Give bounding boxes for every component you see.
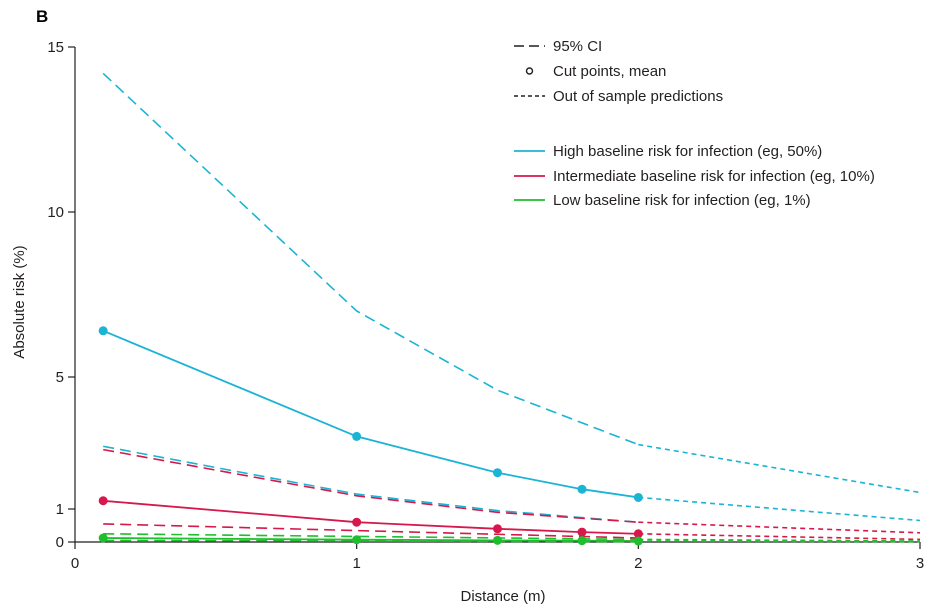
cut-point-marker xyxy=(633,492,643,502)
out-of-sample-mean-line xyxy=(638,540,921,543)
y-axis-title: Absolute risk (%) xyxy=(11,245,28,358)
legend-series-label: Intermediate baseline risk for infection… xyxy=(553,168,875,185)
out-of-sample-upper-line xyxy=(638,521,921,534)
cut-point-marker xyxy=(577,484,587,494)
mean-line xyxy=(102,329,639,499)
x-axis-title: Distance (m) xyxy=(460,588,545,605)
legend-style-label: Out of sample predictions xyxy=(553,88,723,105)
y-tick-label: 0 xyxy=(56,534,64,551)
cut-point-marker xyxy=(352,535,362,545)
out-of-sample-mean-line xyxy=(638,496,921,522)
series-intermediate xyxy=(98,448,921,541)
cut-point-marker xyxy=(633,536,643,546)
series-high xyxy=(98,72,921,523)
legend-circle-symbol xyxy=(525,67,534,75)
out-of-sample-upper-line xyxy=(638,443,921,494)
mean-line xyxy=(103,537,639,542)
series-low xyxy=(98,533,921,546)
cut-point-marker xyxy=(352,517,362,527)
ci-upper-line xyxy=(103,533,639,541)
ci-upper-line xyxy=(102,72,639,446)
cut-point-marker xyxy=(493,468,502,478)
legend: 95% CI Cut points, mean Out of sample pred… xyxy=(514,38,875,209)
panel-label: B xyxy=(36,7,48,26)
x-tick-label: 3 xyxy=(916,555,924,572)
legend-series-label: Low baseline risk for infection (eg, 1%) xyxy=(553,192,811,209)
cut-point-marker xyxy=(98,533,108,543)
x-tick-label: 2 xyxy=(634,555,642,572)
legend-style-label: Cut points, mean xyxy=(553,63,666,80)
y-tick-label: 5 xyxy=(56,369,64,386)
cut-point-marker xyxy=(493,524,502,534)
legend-series-label: High baseline risk for infection (eg, 50… xyxy=(553,143,822,160)
cut-point-marker xyxy=(493,535,502,545)
cut-point-marker xyxy=(577,527,587,537)
legend-style-label: 95% CI xyxy=(553,38,602,55)
cut-point-marker xyxy=(98,496,108,506)
x-tick-label: 1 xyxy=(352,555,360,572)
out-of-sample-upper-line xyxy=(638,538,921,542)
cut-point-marker xyxy=(98,326,108,336)
series-group xyxy=(98,72,921,546)
cut-point-marker xyxy=(352,431,362,441)
cut-point-marker xyxy=(633,529,643,539)
y-tick-label: 10 xyxy=(47,204,64,221)
out-of-sample-mean-line xyxy=(638,533,921,541)
y-tick-label: 1 xyxy=(56,501,64,518)
ci-lower-line xyxy=(103,445,639,523)
ci-lower-line xyxy=(103,523,639,539)
x-tick-label: 0 xyxy=(71,555,79,572)
ci-lower-line xyxy=(103,539,639,543)
cut-point-marker xyxy=(577,536,587,546)
ci-upper-line xyxy=(103,448,639,523)
y-tick-label: 15 xyxy=(47,39,64,56)
